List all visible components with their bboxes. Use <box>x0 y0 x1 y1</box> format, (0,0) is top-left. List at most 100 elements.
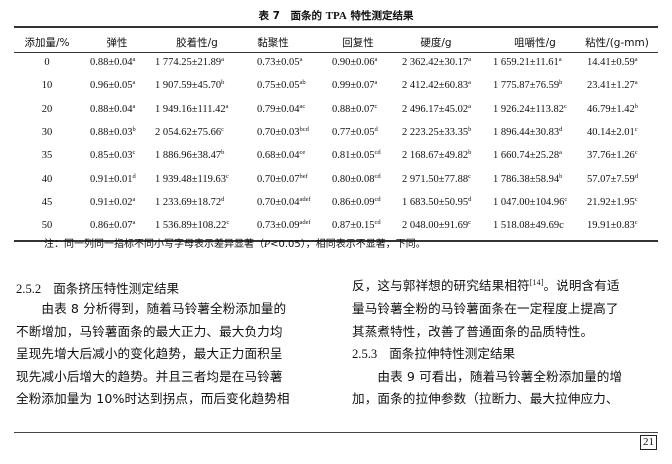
significance-letter: a <box>221 56 225 63</box>
cell-value: 10 <box>41 80 53 91</box>
column-header: 黏聚性 <box>257 37 289 49</box>
table-cell: 0.85±0.03c <box>90 149 136 161</box>
table-cell: 1 536.89±108.22c <box>155 219 229 231</box>
table-cell: 1 233.69±18.72d <box>155 196 225 208</box>
cell-value: 2 971.50±77.88 <box>402 173 469 185</box>
significance-letter: c <box>132 149 136 156</box>
cell-value: 1 233.69±18.72 <box>155 197 222 208</box>
cell-value: 2 223.25±33.35 <box>402 127 469 138</box>
cell-value: 23.41±1.27 <box>587 80 635 91</box>
significance-letter: d <box>132 172 136 180</box>
cell-value: 0.90±0.06 <box>332 57 375 68</box>
table-cell: 0.86±0.07a <box>90 219 135 231</box>
cell-value: 0.87±0.15 <box>332 220 375 231</box>
cell-value: 0.88±0.07 <box>332 103 375 115</box>
significance-letter: adef <box>299 196 311 203</box>
column-header: 弹性 <box>106 37 128 49</box>
section-heading-2-5-2: 2.5.2 面条挤压特性测定结果 <box>16 278 179 297</box>
cell-value: 40.14±2.01 <box>587 127 635 138</box>
table-cell: 1 939.48±119.63c <box>155 173 229 185</box>
cell-value: 1 896.44±30.83 <box>493 127 560 138</box>
significance-letter: c <box>564 196 568 203</box>
cell-value: 0.81±0.05 <box>332 150 375 161</box>
table-cell: 23.41±1.27a <box>587 79 638 91</box>
table-header-rule <box>14 52 658 53</box>
significance-letter: d <box>559 126 563 133</box>
table-cell: 1 949.16±111.42a <box>155 102 229 115</box>
significance-letter: a <box>299 56 303 63</box>
table-cell: 0.86±0.09cd <box>332 196 381 208</box>
significance-letter: b <box>634 102 639 110</box>
significance-letter: a <box>132 79 136 86</box>
table-cell: 1 659.21±11.61a <box>493 56 562 68</box>
significance-letter: adef <box>299 219 311 226</box>
column-header: 回复性 <box>342 37 374 49</box>
table-cell: 1 774.25±21.89a <box>155 56 225 68</box>
table-cell: 0.70±0.07bef <box>257 173 308 185</box>
table-cell: 2 412.42±60.83a <box>402 79 472 91</box>
table-cell: 1 683.50±50.95d <box>402 196 471 208</box>
cell-value: 1 774.25±21.89 <box>155 57 222 68</box>
significance-letter: a <box>468 56 472 63</box>
cell-value: 57.07±7.59 <box>587 173 635 185</box>
cell-value: 0.70±0.04 <box>257 197 300 208</box>
cell-value: 50 <box>41 220 53 231</box>
caption-suffix: 特性测定结果 <box>346 10 414 22</box>
cell-value: 0.86±0.09 <box>332 197 375 208</box>
citation-ref[interactable]: [14] <box>529 277 544 287</box>
significance-letter: cd <box>374 196 381 203</box>
cell-value: 1 907.59±45.70 <box>155 80 222 91</box>
table-cell: 0.73±0.05a <box>257 56 303 68</box>
significance-letter: a <box>374 56 378 63</box>
significance-letter: a <box>468 79 472 86</box>
table-bottom-rule <box>14 240 658 242</box>
cell-value: 0.99±0.07 <box>332 80 375 91</box>
significance-letter: d <box>634 172 639 180</box>
table-cell: 1 786.38±58.94b <box>493 173 562 185</box>
cell-value: 1 886.96±38.47 <box>155 150 222 161</box>
cell-value: 1 949.16±111.42 <box>155 103 226 115</box>
table-cell: 2 223.25±33.35b <box>402 126 472 138</box>
cell-value: 1 518.08±49.69c <box>493 220 564 231</box>
table-cell: 0.70±0.04adef <box>257 196 311 208</box>
paragraph-line: 现先减小后增大的趋势。并且三者均是在马铃薯 <box>16 368 283 384</box>
table-cell: 1 896.44±30.83d <box>493 126 563 138</box>
significance-letter: c <box>374 102 378 110</box>
significance-letter: d <box>221 196 225 203</box>
table-cell: 37.76±1.26c <box>587 149 638 161</box>
cell-value: 0.70±0.07 <box>257 173 300 185</box>
cell-value: 0 <box>44 57 50 68</box>
row-label: 30 <box>27 127 67 138</box>
cell-value: 37.76±1.26 <box>587 150 635 161</box>
cell-value: 0.70±0.03 <box>257 127 300 138</box>
column-header: 粘性/(g-mm) <box>585 37 649 49</box>
significance-letter: c <box>468 219 472 226</box>
significance-letter: a <box>225 102 229 110</box>
significance-letter: b <box>221 149 225 156</box>
cell-value: 0.96±0.05 <box>90 80 133 91</box>
significance-letter: c <box>221 126 225 133</box>
table-note: 注：同一列同一指标不同小写字母表示差异显著（P<0.05），相同表示不显著，下同… <box>44 235 426 250</box>
table-cell: 1 926.24±113.82c <box>493 102 567 115</box>
cell-value: 46.79±1.42 <box>587 103 635 115</box>
table-cell: 21.92±1.95c <box>587 196 638 208</box>
significance-letter: b <box>468 126 472 133</box>
paragraph-line: 全粉添加量为 10%时达到拐点，而后变化趋势相 <box>16 391 290 406</box>
column-header: 咀嚼性/g <box>514 37 556 49</box>
column-header: 胶着性/g <box>176 37 218 49</box>
significance-letter: b <box>221 79 225 86</box>
section-title: 面条拉伸特性测定结果 <box>389 346 516 361</box>
row-label: 50 <box>27 220 67 231</box>
table-cell: 2 054.62±75.66c <box>155 126 225 138</box>
significance-letter: c <box>564 102 567 110</box>
cell-value: 14.41±0.59 <box>587 57 635 68</box>
section-number: 2.5.2 <box>16 282 42 296</box>
cell-value: 0.85±0.03 <box>90 150 133 161</box>
table-cell: 0.99±0.07a <box>332 79 377 91</box>
cell-value: 1 926.24±113.82 <box>493 103 564 115</box>
table-cell: 57.07±7.59d <box>587 172 639 185</box>
paragraph-line: 呈现先增大后减小的变化趋势，最大正力面积呈 <box>16 346 283 361</box>
cell-value: 0.86±0.07 <box>90 220 133 231</box>
caption-tpa: TPA <box>325 10 347 22</box>
cell-value: 20 <box>41 103 53 115</box>
